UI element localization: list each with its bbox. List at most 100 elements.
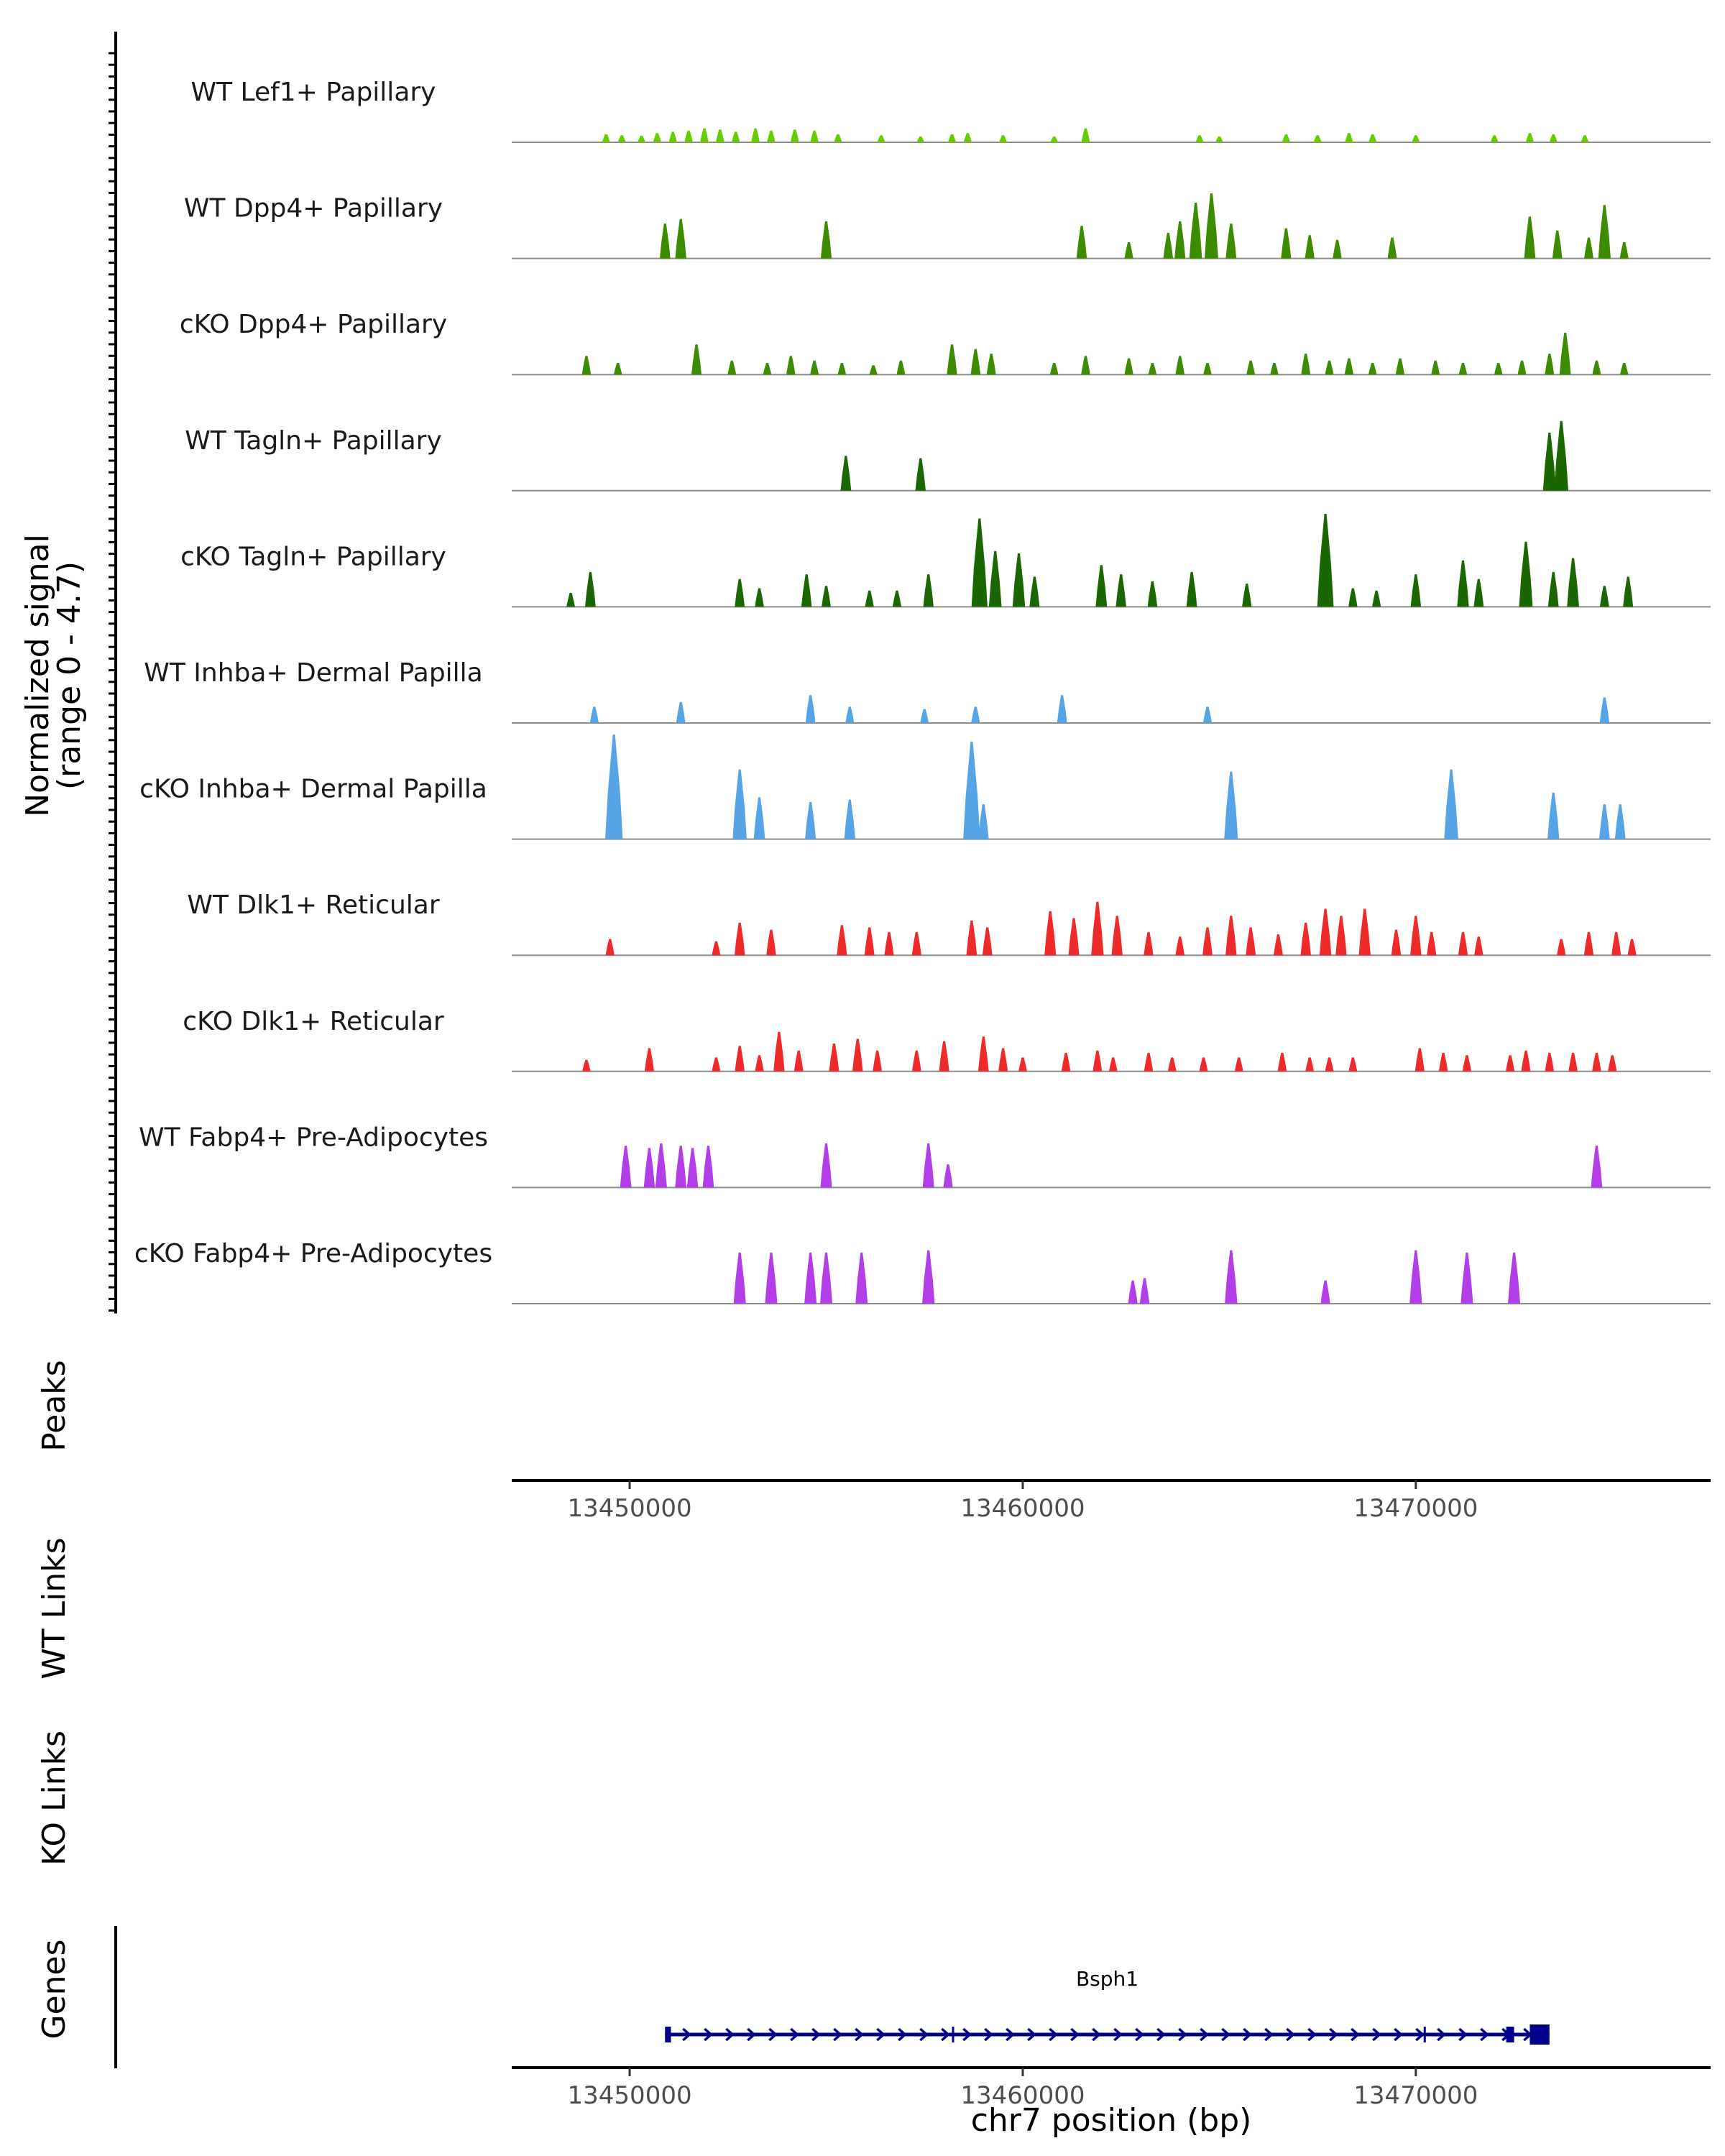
signal-peak — [820, 221, 832, 259]
signal-peak — [1199, 1057, 1208, 1072]
signal-peak — [1313, 135, 1322, 142]
signal-peak — [1116, 574, 1126, 607]
signal-peak — [1506, 1055, 1515, 1072]
signal-peak — [884, 931, 894, 956]
signal-peak — [1619, 242, 1629, 259]
wt-links-track-label: WT Links — [36, 1537, 73, 1679]
signal-peak — [676, 701, 686, 723]
strand-arrow — [1006, 2027, 1015, 2042]
strand-arrow — [1307, 2027, 1317, 2042]
signal-peak — [1521, 1050, 1531, 1072]
signal-peak — [732, 132, 740, 142]
signal-peak — [659, 224, 671, 259]
ko-links-track-label-line: KO Links — [36, 1731, 73, 1866]
strand-arrow — [1351, 2027, 1360, 2042]
signal-peak — [702, 1146, 714, 1188]
strand-arrow — [898, 2027, 907, 2042]
signal-peak — [869, 365, 878, 375]
signal-peak — [988, 550, 1002, 607]
signal-peak — [620, 1146, 632, 1188]
signal-peak — [1234, 1057, 1243, 1072]
signal-peak — [948, 134, 957, 142]
signal-peak — [1557, 939, 1566, 956]
track-label: cKO Inhba+ Dermal Papilla — [139, 775, 487, 804]
strand-arrow — [768, 2027, 778, 2042]
signal-peak — [585, 571, 596, 607]
signal-peak — [1225, 224, 1237, 259]
signal-peak — [1189, 203, 1202, 259]
signal-peak — [877, 135, 886, 142]
signal-peak — [1270, 363, 1279, 375]
signal-peak — [939, 1041, 949, 1072]
signal-peak — [1525, 133, 1535, 142]
strand-arrow — [1394, 2027, 1403, 2042]
signal-peak — [790, 129, 799, 142]
ko-links-track-label: KO Links — [36, 1731, 73, 1866]
signal-peak — [1457, 560, 1469, 607]
signal-peak — [735, 922, 745, 956]
signal-axis-title-line: Normalized signal — [19, 534, 56, 817]
bottom-axis-tick-label: 13450000 — [568, 2081, 692, 2110]
signal-peak — [1325, 360, 1334, 375]
signal-peak — [1091, 901, 1104, 956]
wt-links-track-label-line: WT Links — [36, 1537, 73, 1679]
signal-peak — [1333, 239, 1342, 259]
signal-peak — [804, 1252, 817, 1304]
signal-peak — [1274, 934, 1283, 956]
strand-arrow — [919, 2027, 929, 2042]
signal-peak — [1081, 128, 1090, 142]
strand-arrow — [1458, 2027, 1468, 2042]
signal-peak — [1519, 541, 1533, 607]
gene-exon — [1506, 2027, 1514, 2042]
signal-peak — [1627, 939, 1637, 956]
signal-peak — [943, 1164, 953, 1188]
track-label: WT Tagln+ Papillary — [185, 426, 442, 456]
strand-arrow — [855, 2027, 864, 2042]
signal-peak — [1598, 804, 1610, 839]
signal-peak — [970, 349, 981, 375]
strand-arrow — [1070, 2027, 1080, 2042]
signal-peak — [1144, 1052, 1154, 1072]
signal-peak — [1246, 360, 1256, 375]
signal-peak — [1092, 1050, 1103, 1072]
strand-arrow — [833, 2027, 842, 2042]
signal-peak — [1081, 356, 1090, 375]
gene-label: Bsph1 — [1076, 1967, 1138, 1991]
signal-peak — [751, 128, 760, 142]
signal-peak — [1552, 230, 1563, 259]
signal-peak — [638, 135, 645, 142]
signal-peak — [982, 927, 993, 956]
strand-arrow — [682, 2027, 691, 2042]
signal-peak — [1358, 908, 1371, 956]
signal-peak — [1068, 918, 1080, 956]
signal-peak — [1215, 136, 1223, 142]
strand-arrow — [1156, 2027, 1166, 2042]
gene-exon — [952, 2027, 954, 2042]
signal-peak — [1167, 1057, 1177, 1072]
signal-peak — [1547, 571, 1559, 607]
signal-peak — [773, 1031, 785, 1072]
signal-peak — [1147, 581, 1158, 607]
signal-peak — [1614, 804, 1626, 839]
strand-arrow — [1027, 2027, 1036, 2042]
signal-peak — [1305, 1057, 1315, 1072]
signal-peak — [1224, 771, 1238, 839]
signal-peak — [1348, 1057, 1358, 1072]
signal-peak — [1246, 927, 1256, 956]
signal-peak — [805, 801, 816, 839]
strand-arrow — [790, 2027, 799, 2042]
signal-peak — [1044, 911, 1057, 956]
signal-peak — [602, 134, 610, 142]
signal-peak — [844, 799, 855, 839]
signal-peak — [1320, 1280, 1330, 1304]
strand-arrow — [725, 2027, 735, 2042]
signal-peak — [1592, 360, 1601, 375]
signal-peak — [691, 344, 702, 375]
signal-peak — [1348, 588, 1358, 607]
peaks-track-label: Peaks — [36, 1360, 73, 1451]
signal-peak — [971, 706, 980, 723]
strand-arrow — [1480, 2027, 1489, 2042]
signal-peak — [1242, 584, 1252, 607]
track-label: cKO Tagln+ Papillary — [180, 542, 446, 571]
signal-peak — [644, 1048, 654, 1072]
